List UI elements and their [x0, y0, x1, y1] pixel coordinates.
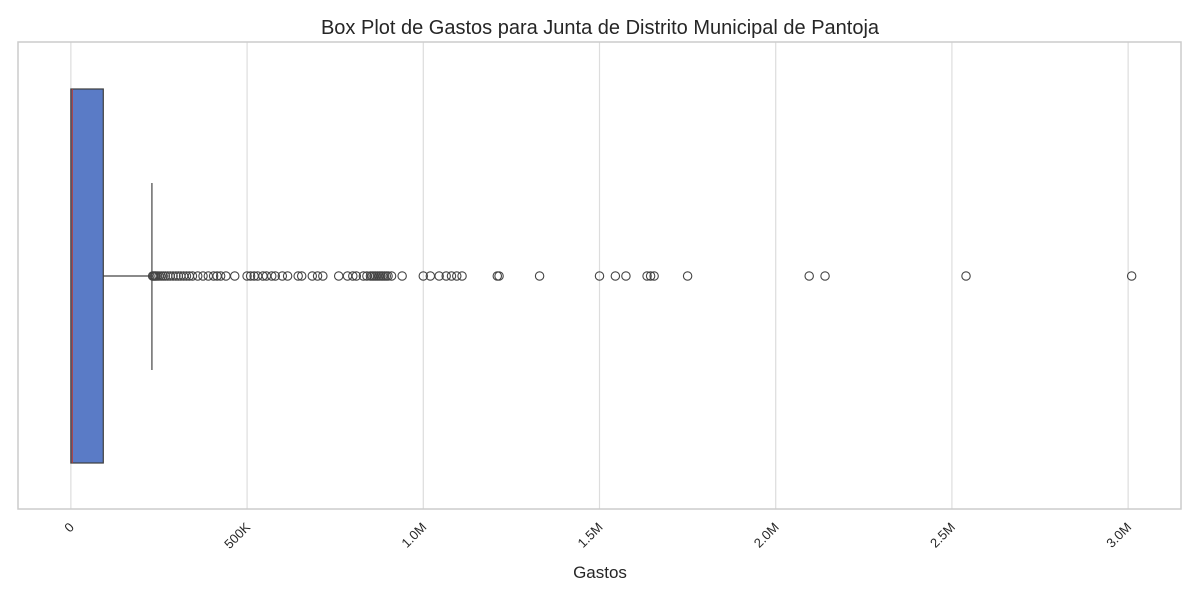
outlier-point — [318, 271, 328, 281]
x-tick-label: 2.0M — [751, 520, 782, 551]
outlier-point — [245, 271, 256, 281]
outlier-point — [296, 271, 307, 281]
x-axis-label: Gastos — [573, 563, 627, 582]
outlier-point — [397, 271, 407, 281]
outlier-point — [351, 271, 362, 281]
x-tick-label: 1.0M — [398, 520, 429, 551]
outlier-point — [804, 271, 814, 281]
outlier-point — [645, 271, 656, 281]
outlier-point — [534, 271, 545, 281]
outlier-point — [208, 271, 219, 281]
outlier-point — [1126, 271, 1137, 281]
outlier-point — [160, 271, 171, 281]
outlier-point — [610, 271, 621, 281]
outlier-point — [229, 271, 240, 281]
outlier-point — [386, 271, 397, 281]
x-tick-labels: 0 500K 1.0M 1.5M 2.0M 2.5M 3.0M — [61, 519, 1134, 551]
outlier-point — [333, 271, 344, 281]
box-element — [70, 88, 153, 464]
grid-lines — [70, 42, 1129, 509]
outlier-point — [820, 271, 830, 281]
outlier-point — [594, 271, 605, 281]
outlier-point — [418, 271, 429, 281]
outlier-point — [171, 271, 181, 281]
outlier-point — [649, 271, 659, 281]
outlier-point — [621, 271, 631, 281]
outlier-point — [312, 271, 323, 281]
outlier-point — [441, 271, 451, 281]
outlier-points — [147, 271, 1137, 281]
x-tick-label: 0 — [61, 520, 77, 536]
outlier-point — [215, 271, 226, 281]
outlier-point — [242, 271, 252, 281]
outlier-point — [457, 271, 467, 281]
outlier-point — [307, 271, 318, 281]
outlier-point — [282, 271, 293, 281]
outlier-point — [961, 271, 971, 281]
outlier-point — [266, 271, 277, 281]
outlier-point — [192, 271, 203, 281]
outlier-point — [221, 271, 231, 281]
outlier-point — [452, 271, 462, 281]
outlier-point — [348, 271, 358, 281]
outlier-point — [181, 271, 192, 281]
x-tick-label: 3.0M — [1103, 520, 1134, 551]
outlier-point — [168, 271, 178, 281]
outlier-point — [682, 271, 693, 281]
outlier-point — [494, 271, 504, 281]
x-tick-label: 2.5M — [927, 520, 958, 551]
x-tick-label: 1.5M — [575, 520, 606, 551]
x-tick-label: 500K — [221, 519, 253, 551]
outlier-point — [277, 271, 288, 281]
outlier-point — [383, 271, 393, 281]
outlier-point — [434, 271, 444, 281]
outlier-point — [293, 271, 303, 281]
plot-frame — [17, 41, 1182, 510]
outlier-point — [446, 271, 457, 281]
chart-title: Box Plot de Gastos para Junta de Distrit… — [321, 17, 880, 39]
box-iqr — [70, 88, 104, 464]
outlier-point — [270, 271, 281, 281]
outlier-point — [642, 271, 652, 281]
outlier-point — [198, 271, 208, 281]
outlier-point — [187, 271, 198, 281]
